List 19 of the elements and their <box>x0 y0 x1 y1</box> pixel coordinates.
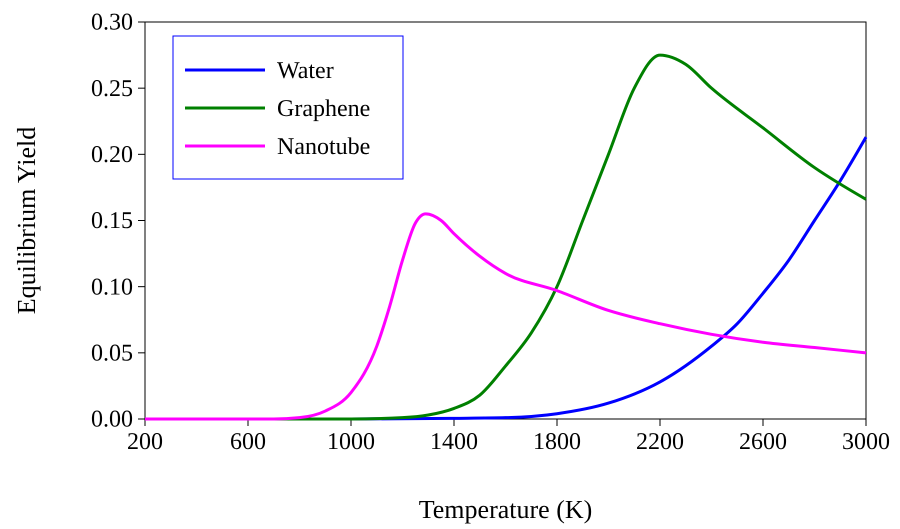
x-tick-label: 1800 <box>533 429 581 456</box>
x-tick-label: 2600 <box>739 429 787 456</box>
y-tick-label: 0.05 <box>91 340 133 367</box>
legend-label: Graphene <box>277 96 370 122</box>
y-tick-label: 0.15 <box>91 208 133 234</box>
y-tick-label: 0.30 <box>91 10 133 36</box>
x-axis-title: Temperature (K) <box>418 495 592 524</box>
x-tick-label: 3000 <box>842 429 890 456</box>
x-tick-label: 1400 <box>430 429 478 456</box>
legend-label: Water <box>277 58 334 84</box>
y-tick-label: 0.20 <box>91 142 133 168</box>
x-tick-label: 2200 <box>636 429 684 456</box>
y-tick-label: 0.25 <box>91 76 133 102</box>
line-series <box>144 212 868 420</box>
x-tick-label: 600 <box>230 429 266 456</box>
y-axis-title: Equilibrium Yield <box>12 126 41 314</box>
y-tick-label: 0.10 <box>91 274 133 300</box>
legend-label: Nanotube <box>277 134 370 160</box>
x-tick-label: 1000 <box>327 429 375 456</box>
